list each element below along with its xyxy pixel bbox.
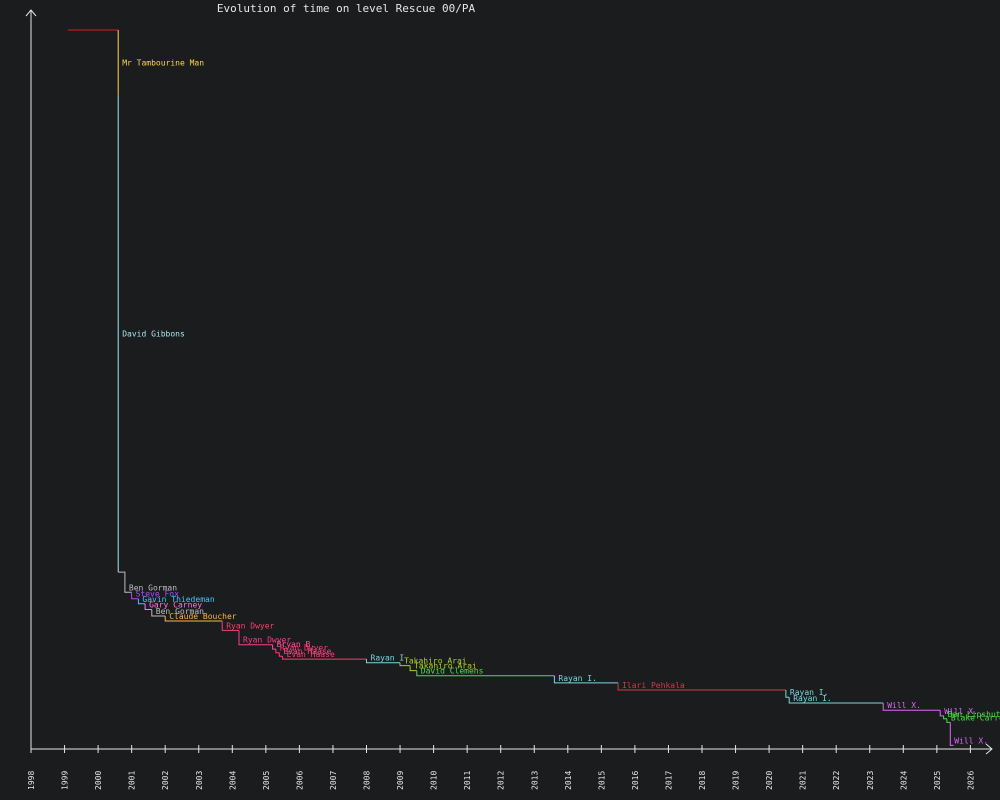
series-label: Rayan I. — [558, 674, 597, 683]
x-tick-label: 2009 — [396, 771, 405, 790]
x-tick-label: 2013 — [530, 771, 539, 790]
series-line — [151, 609, 166, 617]
series-label: Ben Gorman — [129, 583, 177, 592]
series-line — [416, 670, 555, 677]
x-tick-label: 2020 — [765, 771, 774, 790]
series-labels: Mr Tambourine Man David Gibbons Ben Gorman… — [122, 58, 1000, 745]
series-line — [275, 649, 280, 654]
series-line — [164, 616, 223, 622]
series-line — [785, 690, 790, 698]
series-label: David Clemens — [421, 667, 484, 676]
series-line — [282, 656, 367, 660]
x-tick-label: 2005 — [262, 771, 271, 790]
series-lines — [67, 29, 954, 746]
series-label: David Gibbons — [122, 329, 185, 338]
series-label: Claude Boucher — [169, 612, 237, 621]
x-tick-label: 2023 — [866, 771, 875, 790]
x-axis-arrow — [985, 743, 993, 755]
x-tick-label: 1999 — [61, 771, 70, 790]
x-tick-label: 2021 — [799, 771, 808, 790]
series-line — [278, 652, 283, 657]
series-label: Ilari Pehkala — [622, 681, 685, 690]
series-line — [272, 644, 276, 650]
x-tick-label: 1998 — [27, 771, 36, 790]
axes — [25, 9, 993, 755]
series-label: Rayan I. — [793, 694, 832, 703]
series-line — [366, 659, 400, 664]
series-label: Will X. — [944, 707, 978, 716]
x-tick-label: 2003 — [195, 771, 204, 790]
x-tick-label: 2022 — [832, 771, 841, 790]
series-line — [617, 682, 786, 691]
y-axis-arrow — [25, 9, 37, 17]
x-tick-label: 2015 — [597, 771, 606, 790]
series-line — [553, 675, 619, 684]
series-label: Evan Haase — [283, 647, 331, 656]
series-label: Evan Haase — [287, 650, 335, 659]
series-line — [144, 603, 152, 610]
x-tick-label: 2010 — [430, 771, 439, 790]
series-line — [882, 703, 941, 711]
series-label: Mr Tambourine Man — [122, 58, 204, 67]
series-label: Ryan Dwyer — [243, 636, 291, 645]
series-line — [221, 621, 239, 631]
series-line — [238, 630, 273, 646]
series-line — [788, 697, 884, 704]
series-line — [399, 662, 411, 667]
x-tick-label: 2011 — [463, 771, 472, 790]
x-tick-label: 2017 — [664, 771, 673, 790]
series-line — [946, 718, 951, 723]
series-line — [137, 598, 146, 605]
x-tick-label: 2004 — [228, 771, 237, 790]
x-tick-label: 2026 — [966, 771, 975, 790]
series-label: Ban Lipshutz — [948, 710, 1000, 719]
series-line — [949, 722, 954, 746]
series-label: Will X. — [954, 736, 988, 745]
x-tick-label: 2018 — [698, 771, 707, 790]
series-label: Ryan Dwyer — [226, 621, 274, 630]
series-label: Ryan Dwyer — [280, 644, 328, 653]
series-label: Ben Gorman — [156, 607, 204, 616]
x-tick-label: 2014 — [564, 771, 573, 790]
series-label: Gavin Thiedeman — [142, 595, 214, 604]
x-tick-label: 2001 — [128, 771, 137, 790]
x-ticks: 1998 1999 2000 2001 2002 2003 2004 2005 2006 2007… — [27, 745, 975, 790]
x-tick-label: 2025 — [933, 771, 942, 790]
x-tick-label: 2008 — [363, 771, 372, 790]
series-line — [131, 592, 139, 600]
series-line — [943, 715, 947, 720]
x-tick-label: 2007 — [329, 771, 338, 790]
x-tick-label: 2024 — [899, 771, 908, 790]
series-label: Steve Fox — [136, 590, 180, 599]
series-label: Takahiro Arai — [404, 657, 467, 666]
series-label: Bryan B. — [277, 640, 316, 649]
x-tick-label: 2006 — [295, 771, 304, 790]
series-label: Rayan I. — [790, 688, 829, 697]
series-line — [409, 665, 417, 672]
x-tick-label: 2019 — [732, 771, 741, 790]
x-tick-label: 2016 — [631, 771, 640, 790]
x-tick-label: 2000 — [94, 771, 103, 790]
series-line — [939, 710, 944, 717]
series-label: Gary Carney — [149, 601, 202, 610]
series-label: Blake Carroll — [951, 713, 1000, 722]
chart-title: Evolution of time on level Rescue 00/PA — [217, 2, 476, 15]
series-line — [118, 571, 132, 593]
series-label: Takahiro Arai — [414, 662, 477, 671]
series-label: Will X. — [887, 701, 921, 710]
x-tick-label: 2002 — [161, 771, 170, 790]
series-label: Rayan I. — [371, 654, 410, 663]
x-tick-label: 2012 — [497, 771, 506, 790]
